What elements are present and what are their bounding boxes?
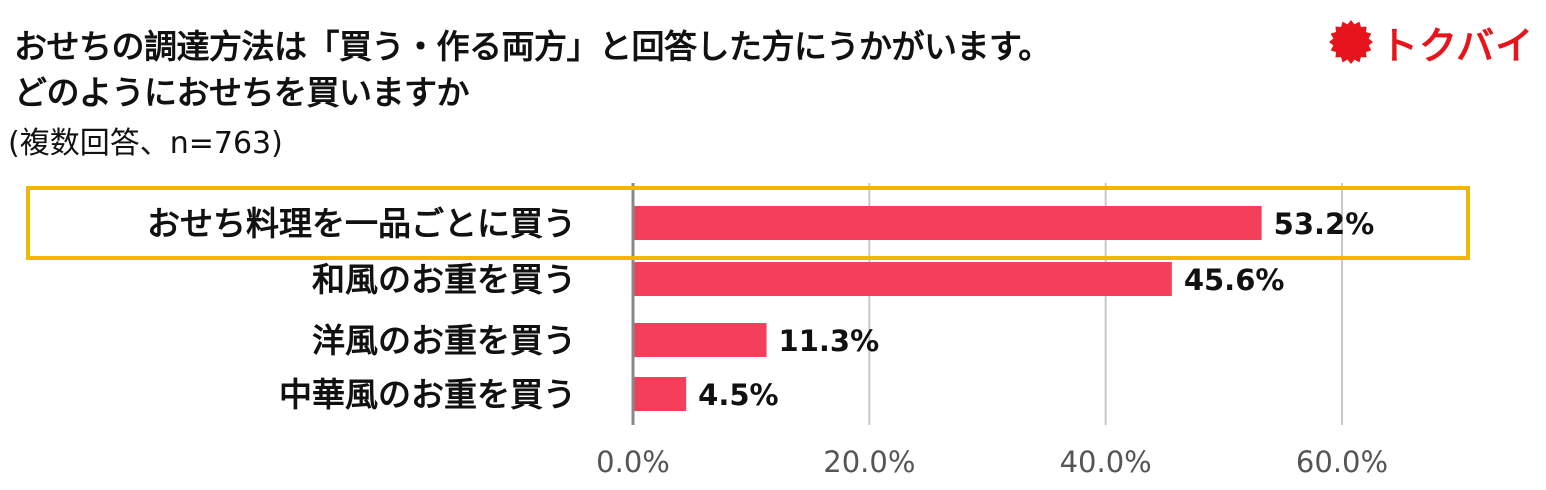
bar: [633, 206, 1262, 240]
chart-subtitle: (複数回答、n=763): [8, 126, 283, 161]
value-label: 11.3%: [779, 324, 880, 358]
value-label: 45.6%: [1184, 263, 1285, 297]
bars: [633, 206, 1262, 411]
x-tick-label: 20.0%: [823, 445, 915, 479]
logo-text: トクバイ: [1380, 23, 1535, 68]
chart-title-line-2: どのようにおせちを買いますか: [14, 73, 470, 112]
x-tick-label: 40.0%: [1060, 445, 1152, 479]
x-tick-label: 60.0%: [1296, 445, 1388, 479]
bar: [633, 262, 1172, 296]
x-tick-labels: 0.0% 20.0% 40.0% 60.0%: [596, 445, 1388, 479]
highlight-frame: [26, 186, 1470, 260]
tokubai-logo: トクバイ: [1328, 18, 1534, 68]
bar: [633, 377, 687, 411]
category-label: 中華風のお重を買う: [279, 375, 576, 414]
bar: [633, 323, 767, 357]
value-label: 4.5%: [698, 378, 778, 412]
logo-seal-shape: [1329, 20, 1373, 64]
category-label: 洋風のお重を買う: [312, 321, 576, 360]
x-tick-label: 0.0%: [596, 445, 670, 479]
highlight-box: [26, 186, 1470, 260]
value-labels: 53.2% 45.6% 11.3%4.5%: [698, 207, 1374, 412]
category-label: おせち料理を一品ごとに買う: [147, 204, 576, 243]
category-label: 和風のお重を買う: [312, 260, 576, 299]
logo-seal-icon: [1329, 20, 1373, 64]
chart-title-line-1: おせちの調達方法は「買う・作る両方」と回答した方にうかがいます。: [14, 27, 1051, 66]
value-label: 53.2%: [1274, 207, 1375, 241]
